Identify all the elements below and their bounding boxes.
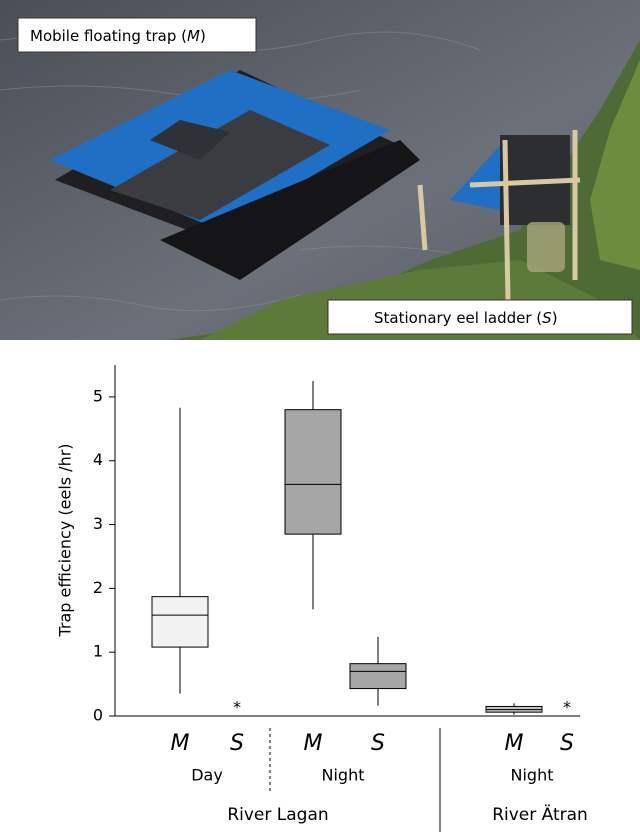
x-tick-label: S (230, 731, 244, 756)
condition-label: Day (191, 766, 223, 785)
figure: Mobile floating trap (M) Stationary eel … (0, 0, 640, 832)
river-label: River Lagan (227, 805, 328, 825)
y-tick-label: 5 (93, 386, 103, 405)
photo: Mobile floating trap (M) Stationary eel … (0, 0, 640, 340)
y-tick-label: 2 (93, 578, 103, 597)
condition-label: Night (322, 766, 365, 785)
y-tick-label: 0 (93, 706, 103, 725)
y-tick-label: 1 (93, 642, 103, 661)
y-tick-label: 4 (93, 450, 103, 469)
box (350, 664, 406, 689)
river-label: River Ätran (492, 804, 588, 825)
x-tick-label: S (560, 731, 574, 756)
x-tick-label: S (371, 731, 385, 756)
marker-label: * (233, 698, 241, 717)
photo-label: Mobile floating trap (M) (30, 27, 206, 45)
box (152, 597, 208, 647)
box (285, 410, 341, 534)
marker-label: * (563, 698, 571, 717)
photo-label: Stationary eel ladder (S) (374, 309, 558, 327)
x-tick-label: M (304, 731, 323, 756)
condition-label: Night (511, 766, 554, 785)
y-axis-title: Trap efficiency (eels /hr) (56, 443, 75, 637)
x-tick-label: M (505, 731, 524, 756)
y-tick-label: 3 (93, 514, 103, 533)
x-tick-label: M (171, 731, 190, 756)
